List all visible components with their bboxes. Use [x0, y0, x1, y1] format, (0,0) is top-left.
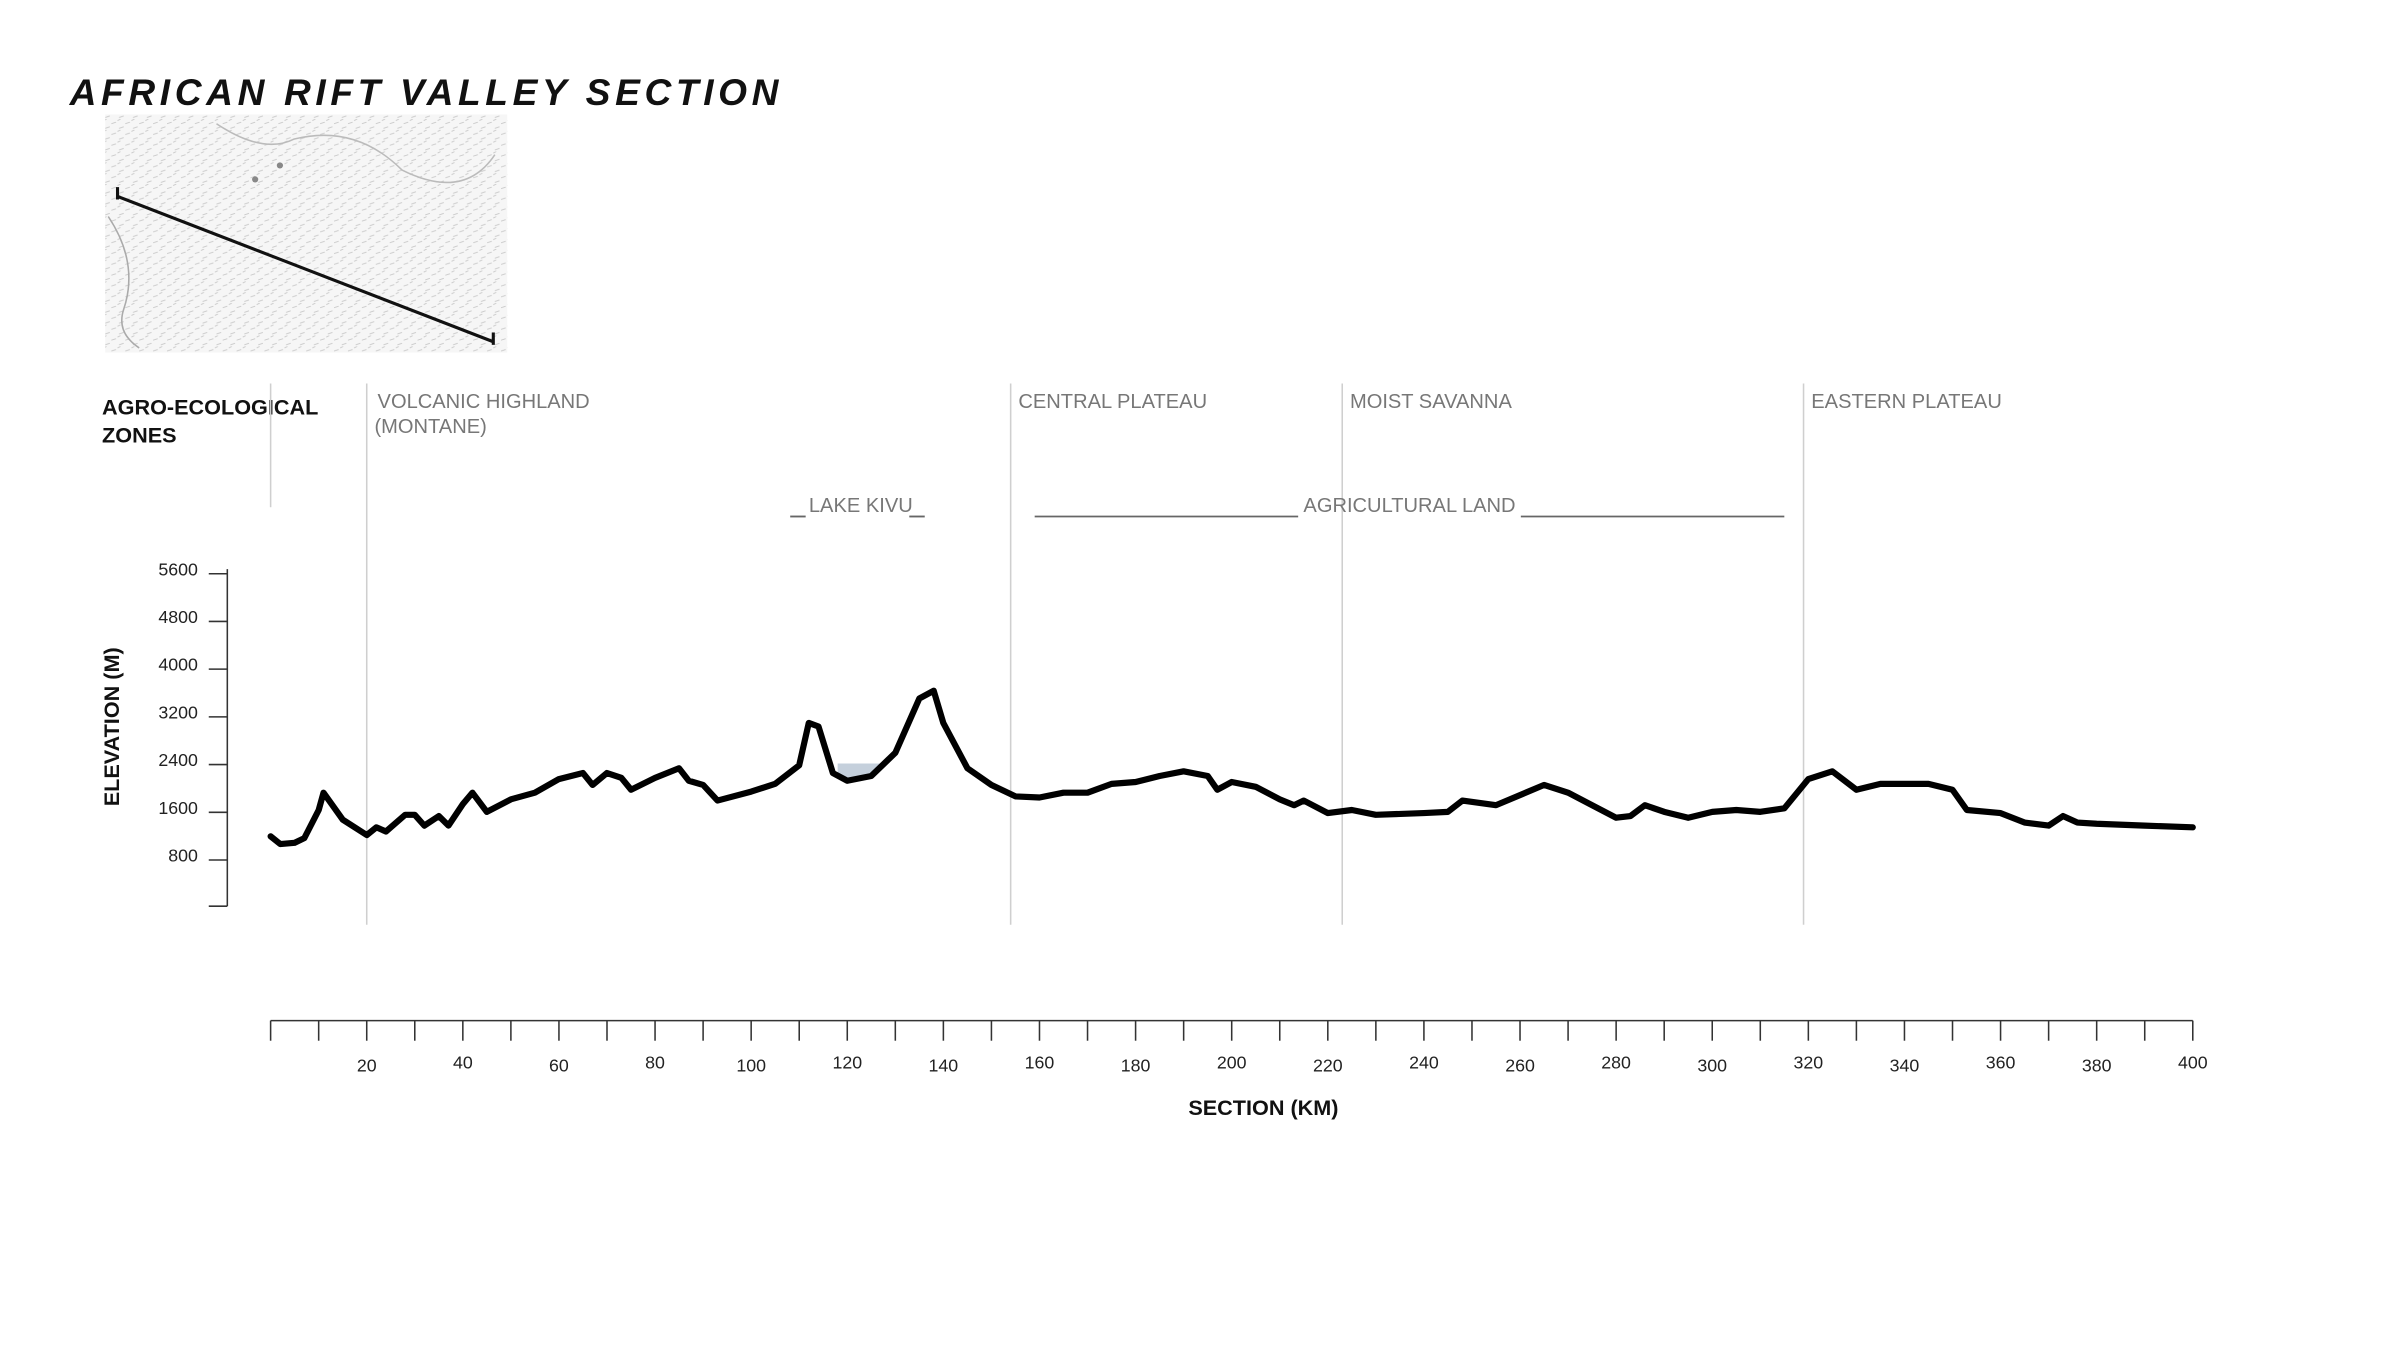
- map-texture: [216, 123, 496, 184]
- x-tick-label: 40: [453, 1053, 473, 1073]
- x-tick-label: 300: [1697, 1056, 1727, 1076]
- x-tick-label: 240: [1409, 1053, 1439, 1073]
- y-tick-label: 2400: [158, 750, 198, 770]
- map-texture: [252, 176, 259, 183]
- zone-label: (MONTANE): [374, 416, 486, 438]
- x-tick-label: 220: [1313, 1056, 1343, 1076]
- x-tick-label: 280: [1601, 1053, 1631, 1073]
- x-tick-label: 160: [1025, 1053, 1055, 1073]
- map-texture: [107, 216, 140, 349]
- x-tick-label: 400: [2178, 1053, 2208, 1073]
- zones-heading: ZONES: [102, 422, 177, 447]
- zone-label: MOIST SAVANNA: [1350, 391, 1512, 413]
- x-tick-label: 100: [736, 1056, 766, 1076]
- x-tick-label: 120: [832, 1053, 862, 1073]
- x-tick-label: 340: [1890, 1056, 1920, 1076]
- title: AFRICAN RIFT VALLEY SECTION: [69, 71, 784, 113]
- x-tick-label: 80: [645, 1053, 665, 1073]
- location-map: [105, 114, 508, 353]
- x-axis-title: SECTION (KM): [1188, 1095, 1338, 1120]
- x-tick-label: 200: [1217, 1053, 1247, 1073]
- x-tick-label: 180: [1121, 1056, 1151, 1076]
- x-tick-label: 60: [549, 1056, 569, 1076]
- x-tick-label: 360: [1986, 1053, 2016, 1073]
- zone-label: VOLCANIC HIGHLAND: [378, 391, 590, 413]
- land-label: AGRICULTURAL LAND: [1303, 495, 1515, 517]
- y-tick-label: 4000: [158, 655, 198, 675]
- zone-label: CENTRAL PLATEAU: [1018, 391, 1207, 413]
- y-tick-label: 3200: [158, 702, 198, 722]
- x-tick-label: 140: [929, 1056, 959, 1076]
- lake: [837, 763, 881, 781]
- y-axis-title: ELEVATION (M): [99, 647, 124, 806]
- zone-label: EASTERN PLATEAU: [1811, 391, 2002, 413]
- map-image: [105, 114, 508, 353]
- x-tick-label: 320: [1794, 1053, 1824, 1073]
- section-line: [116, 194, 494, 344]
- y-tick-label: 1600: [158, 798, 198, 818]
- zones-heading: AGRO-ECOLOGICAL: [102, 394, 318, 419]
- x-tick-label: 20: [357, 1056, 377, 1076]
- elevation-profile: [267, 687, 2196, 848]
- y-tick-label: 5600: [158, 559, 198, 579]
- map-texture: [276, 162, 283, 169]
- x-tick-label: 380: [2082, 1056, 2112, 1076]
- y-tick-label: 800: [168, 846, 198, 866]
- lake-label: LAKE KIVU: [809, 495, 913, 517]
- x-tick-label: 260: [1505, 1056, 1535, 1076]
- y-tick-label: 4800: [158, 607, 198, 627]
